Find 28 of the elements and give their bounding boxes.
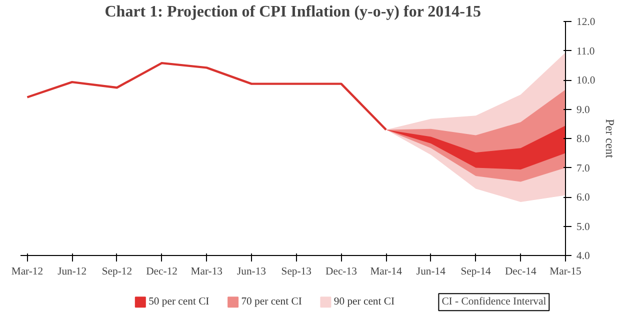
legend-label: 90 per cent CI xyxy=(334,296,395,308)
x-tick-label: Jun-14 xyxy=(416,266,446,278)
x-tick-label: Dec-12 xyxy=(146,266,178,278)
y-tick-label: 6.0 xyxy=(576,192,590,204)
y-tick-label: 4.0 xyxy=(576,251,590,262)
x-tick-label: Jun-12 xyxy=(58,266,87,278)
y-tick-label: 10.0 xyxy=(576,76,596,86)
legend-label: 50 per cent CI xyxy=(148,296,210,308)
y-tick-label: 12.0 xyxy=(576,17,596,28)
legend-label: 70 per cent CI xyxy=(241,296,302,308)
x-tick-label: Sep-14 xyxy=(460,266,492,278)
y-tick-label: 11.0 xyxy=(576,46,595,58)
y-axis-title: Per cent xyxy=(603,119,618,159)
x-tick-label: Jun-13 xyxy=(237,266,266,278)
y-tick-label: 8.0 xyxy=(576,134,590,145)
y-tick-label: 9.0 xyxy=(576,104,590,116)
x-tick-label: Sep-13 xyxy=(281,266,312,278)
chart-title: Chart 1: Projection of CPI Inflation (y-o-y) for 2014-15 xyxy=(104,4,481,20)
x-tick-label: Mar-15 xyxy=(550,266,582,278)
x-tick-label: Mar-14 xyxy=(370,266,403,278)
x-tick-label: Sep-12 xyxy=(102,266,132,278)
x-tick-label: Mar-12 xyxy=(11,266,44,278)
y-tick-label: 7.0 xyxy=(576,163,590,174)
text: CI - Confidence Interval xyxy=(442,296,546,308)
y-tick-label: 5.0 xyxy=(576,222,590,233)
x-tick-label: Dec-13 xyxy=(326,266,357,278)
x-tick-label: Dec-14 xyxy=(504,266,537,278)
x-tick-label: Mar-13 xyxy=(190,266,223,278)
